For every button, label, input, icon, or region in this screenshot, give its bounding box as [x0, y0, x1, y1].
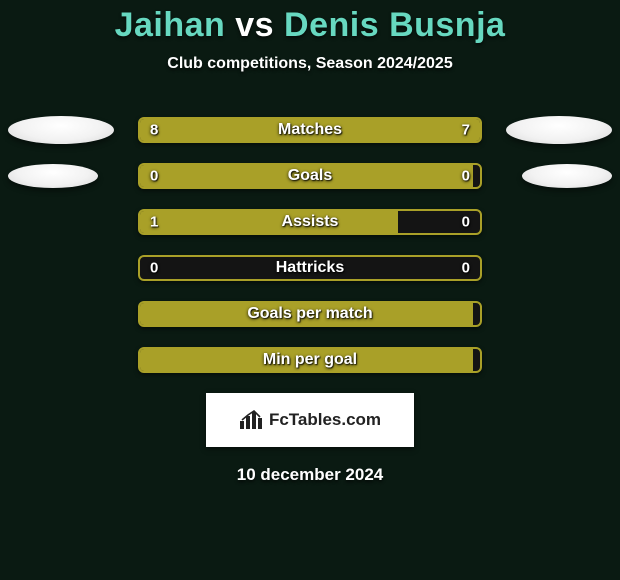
player1-name: Jaihan	[115, 6, 226, 44]
stat-bar-right-fill	[320, 119, 480, 141]
stat-bar: Assists10	[138, 209, 482, 235]
stat-bar: Goals00	[138, 163, 482, 189]
logo-bars-icon	[239, 410, 263, 430]
player-avatar-placeholder	[8, 116, 114, 144]
stat-row: Matches87	[0, 117, 620, 143]
stat-row: Goals00	[0, 163, 620, 189]
stats-chart: Matches87Goals00Assists10Hattricks00Goal…	[0, 117, 620, 373]
logo-box: FcTables.com	[206, 393, 414, 447]
stat-bar-left-fill	[140, 211, 398, 233]
stat-row: Min per goal	[0, 347, 620, 373]
stat-bar: Matches87	[138, 117, 482, 143]
fctables-logo: FcTables.com	[239, 410, 381, 430]
player-avatar-placeholder	[522, 164, 612, 188]
stat-label: Hattricks	[140, 259, 480, 277]
stat-row: Hattricks0 0	[0, 255, 620, 281]
stat-value-right: 0	[462, 260, 470, 277]
vs-text: vs	[235, 6, 274, 44]
stat-bar-left-fill	[140, 349, 473, 371]
stat-value-left: 0	[150, 260, 158, 277]
player-avatar-placeholder	[8, 164, 98, 188]
subtitle: Club competitions, Season 2024/2025	[0, 55, 620, 73]
player2-name: Denis Busnja	[284, 6, 505, 44]
stat-row: Goals per match	[0, 301, 620, 327]
stat-bar: Min per goal	[138, 347, 482, 373]
stat-row: Assists10	[0, 209, 620, 235]
stat-bar-left-fill	[140, 119, 320, 141]
page-title: Jaihan vs Denis Busnja	[0, 0, 620, 45]
stat-bar: Hattricks0 0	[138, 255, 482, 281]
stat-bar-left-fill	[140, 303, 473, 325]
stat-bar: Goals per match	[138, 301, 482, 327]
player-avatar-placeholder	[506, 116, 612, 144]
infographic: Jaihan vs Denis Busnja Club competitions…	[0, 0, 620, 580]
stat-bar-left-fill	[140, 165, 473, 187]
stat-value-right: 0	[462, 214, 470, 231]
date-text: 10 december 2024	[0, 465, 620, 485]
logo-text: FcTables.com	[269, 410, 381, 430]
